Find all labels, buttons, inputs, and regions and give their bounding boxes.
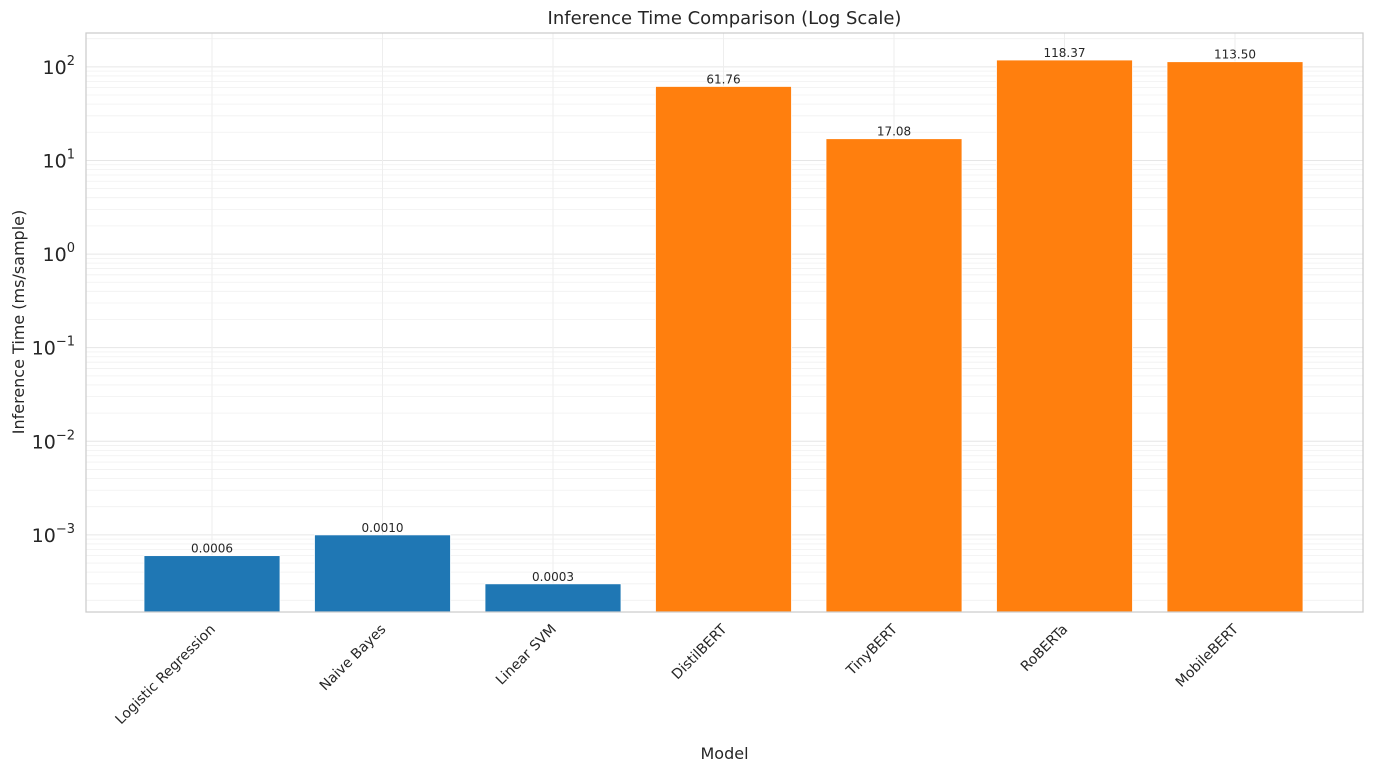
- y-ticks: 10−3 10−2 10−1 100 101 102: [32, 54, 75, 547]
- data-label: 113.50: [1214, 48, 1256, 62]
- y-tick-label: 101: [43, 147, 75, 172]
- bar: [825, 138, 963, 613]
- data-label: 118.37: [1044, 46, 1086, 60]
- plot-frame: [85, 32, 1364, 613]
- data-label: 0.0010: [362, 521, 404, 535]
- x-axis-label: Model: [700, 744, 748, 763]
- bar: [484, 583, 622, 613]
- bar: [996, 59, 1133, 613]
- y-tick-label: 10−3: [32, 522, 75, 547]
- chart-title: Inference Time Comparison (Log Scale): [548, 8, 902, 29]
- data-label: 17.08: [877, 125, 911, 139]
- data-label: 0.0006: [191, 542, 233, 556]
- y-tick-label: 100: [43, 241, 75, 266]
- data-labels: 0.0006 0.0010 0.0003 61.76 17.08 118.37 113.50: [191, 46, 1256, 584]
- y-axis-label: Inference Time (ms/sample): [9, 210, 28, 434]
- bars: [143, 59, 1304, 613]
- bar: [1166, 61, 1304, 613]
- data-label: 61.76: [706, 72, 740, 86]
- y-tick-label: 10−1: [32, 335, 75, 360]
- y-tick-label: 102: [43, 54, 75, 79]
- bar: [143, 555, 281, 613]
- y-tick-label: 10−2: [32, 428, 75, 453]
- bar: [314, 534, 451, 613]
- bar: [655, 86, 792, 613]
- data-label: 0.0003: [532, 570, 574, 584]
